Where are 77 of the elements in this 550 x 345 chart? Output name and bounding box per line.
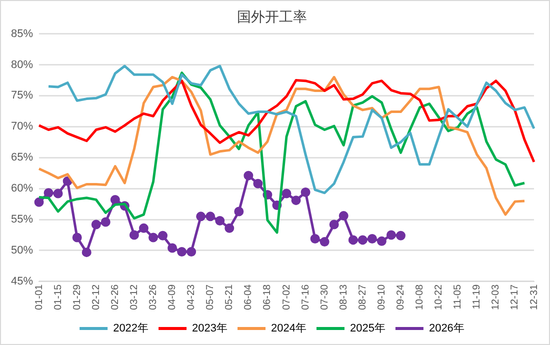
point [138,223,148,233]
point [34,197,44,207]
chart-title: 国外开工率 [237,8,307,24]
point [186,246,196,256]
point [82,248,92,258]
point [177,246,187,256]
x-tick-label: 02-26 [110,284,121,310]
point [206,212,216,222]
x-tick-label: 05-07 [205,284,216,310]
x-tick-label: 03-12 [128,284,140,310]
y-tick-label: 75% [10,90,34,102]
x-tick-label: 01-01 [34,284,45,310]
point [168,243,178,253]
point [100,217,110,227]
y-tick-label: 55% [10,214,34,226]
x-tick-label: 01-15 [52,284,64,310]
point [72,232,82,242]
point [376,236,386,246]
point [367,234,377,244]
y-tick-label: 45% [10,275,34,288]
legend-label: 2024年 [271,322,306,335]
point [44,188,54,198]
point [386,230,396,240]
x-tick-label: 06-18 [262,284,274,310]
point [196,212,206,222]
x-tick-label: 03-26 [148,284,159,310]
point [129,230,139,240]
point [91,220,101,230]
x-tick-label: 04-23 [186,284,198,310]
legend-label: 2022年 [113,322,149,335]
x-tick-label: 10-22 [434,284,445,310]
legend-label: 2023年 [192,322,228,335]
point [348,235,358,245]
point [396,230,406,240]
legend-label: 2025年 [350,322,386,335]
point [358,235,368,245]
point [148,232,158,242]
y-tick-label: 60% [10,182,34,195]
x-tick-label: 05-21 [224,284,236,310]
point [282,188,292,198]
x-tick-label: 11-05 [452,284,464,310]
x-tick-label: 06-04 [243,284,254,310]
x-tick-label: 12-17 [510,284,521,310]
x-tick-label: 01-29 [72,284,83,310]
point [234,206,244,216]
point [110,194,120,204]
point [338,211,348,221]
y-tick-label: 70% [10,120,34,133]
point [244,170,254,180]
point [224,223,234,233]
y-tick-label: 65% [10,152,34,164]
x-tick-label: 12-31 [528,284,540,310]
y-tick-label: 80% [10,58,34,71]
x-tick-label: 11-19 [472,284,483,310]
point [310,234,320,244]
point [329,220,339,230]
x-tick-label: 07-02 [281,284,292,310]
point [291,196,301,206]
x-tick-label: 07-30 [319,284,330,310]
x-tick-label: 09-10 [376,284,388,310]
x-tick-label: 08-13 [338,284,350,310]
point [215,216,225,226]
x-tick-label: 08-27 [357,284,368,310]
x-tick-label: 07-16 [300,284,312,310]
x-tick-label: 12-03 [490,284,502,310]
point [300,188,310,198]
x-tick-label: 09-24 [395,284,406,310]
y-tick-label: 50% [10,244,34,256]
x-tick-label: 02-12 [90,284,102,310]
legend-label: 2026年 [428,322,464,335]
point [158,230,168,240]
x-tick-label: 04-09 [167,284,178,310]
point [53,188,63,198]
point [253,178,263,188]
x-tick-label: 10-08 [414,284,426,310]
point [320,237,330,247]
y-tick-label: 85% [10,28,34,40]
